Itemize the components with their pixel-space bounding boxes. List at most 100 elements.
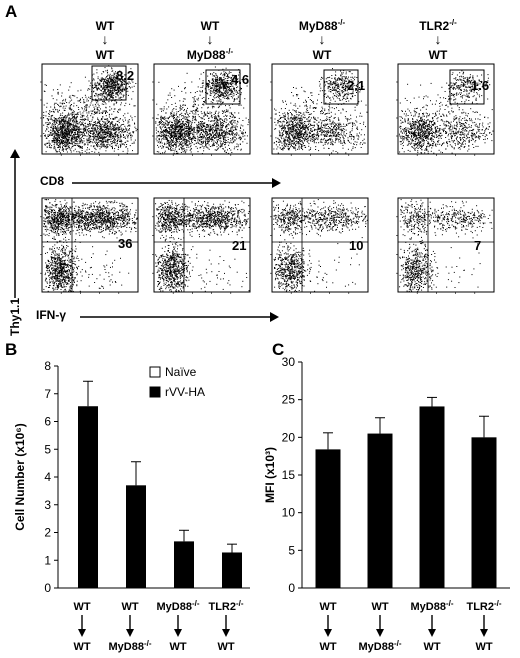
group-2-bottom-sup: -/- [225,47,234,56]
panel-label-c: C [272,340,285,359]
gate-box [449,69,485,105]
ifng-percentage-1: 36 [118,236,133,251]
plot-frame [153,197,251,293]
category-label-3: MyD88-/-WT [156,599,199,653]
category-label-4: TLR2-/-WT [466,599,501,653]
cd8-axis-arrow [72,178,281,188]
facs-cd8-plot-4 [388,62,496,162]
tick-marks [40,81,120,156]
scatter-dots [273,199,368,292]
facs-ifng-plot-2 [144,196,252,300]
y-tick-label: 10 [282,506,296,520]
legend-label-1: Naïve [165,365,197,379]
scatter-dots [399,199,493,292]
plot-frame [397,63,495,155]
tick-marks [152,81,232,156]
scatter-dots [43,65,138,154]
bar-2 [126,485,146,588]
plot-frame [271,63,369,155]
facs-cd8-plot-2 [144,62,252,162]
bar-4 [471,437,497,588]
plot-frame [397,197,495,293]
down-arrow-icon: ↓ [206,31,214,47]
cd8-percentage-4: 1.6 [471,78,490,93]
tick-marks [396,81,476,156]
facs-cd8-plot-1 [32,62,140,162]
facs-ifng-plot-3 [262,196,370,300]
cd8-percentage-1: 8.2 [116,68,135,83]
scatter-dots [155,66,250,154]
legend-swatch-1 [149,366,161,378]
facs-ifng-plot-4 [388,196,496,300]
y-tick-label: 2 [44,526,51,540]
bar-1 [315,449,341,588]
legend-swatch-2 [149,386,161,398]
bar-4 [222,552,242,588]
group-4-bottom: WT [428,48,448,62]
group-3-top-sup: -/- [337,18,346,27]
cd8-percentage-3: 2.1 [347,78,366,93]
ifng-axis-arrow [80,312,279,322]
scatter-dots [155,199,250,292]
down-arrow-icon: ↓ [434,31,442,47]
group-header-2: WT ↓ MyD88-/- [160,16,260,62]
scatter-dots [273,68,368,154]
y-tick-label: 25 [282,393,296,407]
y-tick-label: 5 [44,442,51,456]
group-3-bottom: WT [312,48,332,62]
y-axis-label: Cell Number (x10⁶) [13,423,27,531]
category-label-4: TLR2-/-WT [208,599,243,653]
plot-frame [271,197,369,293]
group-1-bottom: WT [95,48,115,62]
legend-label-2: rVV-HA [165,385,205,399]
y-tick-label: 6 [44,415,51,429]
plot-frame [41,197,139,293]
scatter-dots [399,70,494,154]
thy11-axis-arrow [10,149,20,298]
panel-label-b: B [5,340,18,359]
category-label-3: MyD88-/-WT [410,599,453,653]
plot-frame [41,63,139,155]
thy11-axis-label: Thy1.1 [8,298,22,337]
down-arrow-icon: ↓ [101,31,109,47]
legend: Naïve rVV-HA [149,365,205,399]
cd8-percentage-2: 4.6 [231,72,250,87]
bar-2 [367,433,393,588]
tick-marks [270,81,350,156]
gate-box [323,69,359,105]
group-3-top: MyD88 [298,19,338,33]
group-header-3: MyD88-/- ↓ WT [272,16,372,62]
y-tick-label: 3 [44,498,51,512]
bar-3 [419,406,445,588]
ifng-percentage-2: 21 [232,238,247,253]
y-tick-label: 8 [44,359,51,373]
y-tick-label: 0 [288,581,295,595]
y-tick-label: 20 [282,430,296,444]
down-arrow-icon: ↓ [318,31,326,47]
y-tick-label: 30 [282,355,296,369]
gate-box [205,69,241,105]
y-tick-label: 1 [44,553,51,567]
y-tick-label: 7 [44,387,51,401]
cd8-axis-label: CD8 [40,174,65,188]
group-header-1: WT ↓ WT [55,16,155,62]
ifng-percentage-3: 10 [349,238,364,253]
facs-cd8-plot-3 [262,62,370,162]
tick-marks [396,216,476,294]
y-tick-label: 5 [288,543,295,557]
ifng-axis-label: IFN-γ [36,308,66,322]
bar-3 [174,541,194,588]
group-4-top-sup: -/- [449,18,457,27]
group-1-top: WT [95,19,115,33]
group-4-top: TLR2 [419,19,450,33]
y-tick-label: 0 [44,581,51,595]
panel-label-a: A [5,2,18,21]
y-tick-label: 4 [44,470,51,484]
group-header-4: TLR2-/- ↓ WT [388,16,488,62]
